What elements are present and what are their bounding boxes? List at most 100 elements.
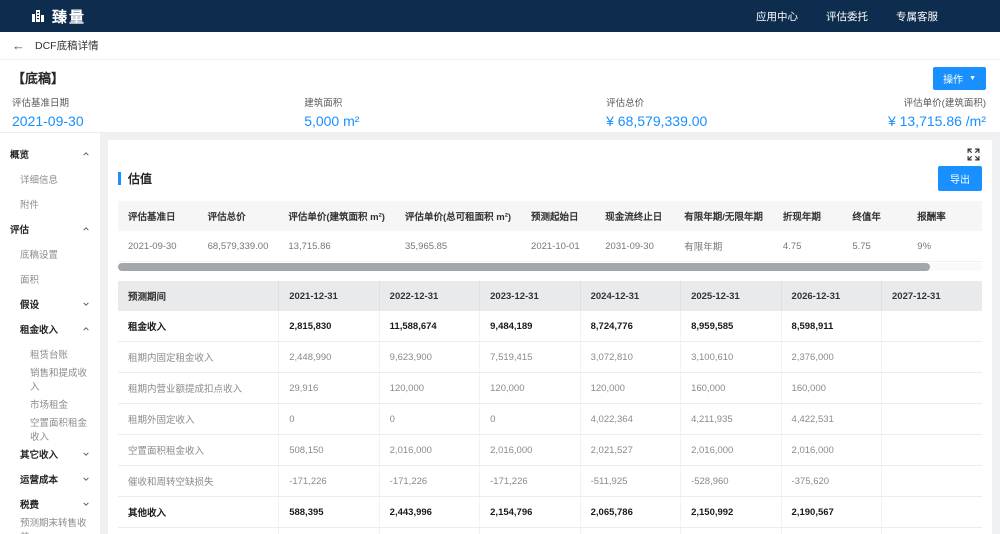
forecast-value-cell: 8,959,585: [680, 311, 782, 342]
sidebar-item-label: 详细信息: [20, 174, 59, 186]
forecast-row: 租期内营业额提成扣点收入 29,916 120,000 120,000 120,000 1…: [118, 372, 982, 404]
sidebar-item[interactable]: 租赁台账: [0, 341, 100, 366]
forecast-value-cell: -375,620: [780, 465, 882, 497]
sidebar-item[interactable]: 底稿设置: [0, 241, 100, 266]
forecast-row: 租期外固定收入 0 0 0 4,022,364 4,211,935 4,422,531: [118, 403, 982, 435]
body: 概览详细信息附件评估底稿设置面积 假设 租金收入 租赁台账 销售和提成收入 市场租金 空置面…: [0, 133, 1000, 534]
chevron-down-icon: [82, 500, 90, 508]
forecast-value-cell: -511,925: [579, 465, 681, 497]
sidebar-item[interactable]: 概览: [0, 141, 100, 166]
sidebar-item[interactable]: 假设: [0, 291, 100, 316]
forecast-row: Op Income2273,0001,116,9001,139,2381,165…: [118, 527, 982, 534]
forecast-value-cell: 9,484,189: [479, 311, 581, 342]
sidebar-item[interactable]: 其它收入: [0, 441, 100, 466]
forecast-value-cell: [881, 403, 982, 435]
sidebar: 概览详细信息附件评估底稿设置面积 假设 租金收入 租赁台账 销售和提成收入 市场租金 空置面…: [0, 133, 100, 534]
sidebar-item[interactable]: 空置面积租金收入: [0, 416, 100, 443]
metric-value: 5,000 m²: [304, 113, 360, 129]
page-title: DCF底稿详情: [35, 40, 99, 52]
sidebar-item[interactable]: 评估: [0, 216, 100, 241]
forecast-row-label: Op Income2: [118, 527, 279, 534]
sidebar-item[interactable]: 税费: [0, 491, 100, 516]
summary-header-cell: 评估基准日: [118, 201, 198, 231]
summary-data-cell: 35,965.85: [394, 231, 522, 262]
summary-header-row: 评估基准日 评估总价 评估单价(建筑面积 m²) 评估单价(总可租面积 m²) 预测起始…: [118, 201, 982, 231]
sidebar-item-label: 预测期末转售收益: [20, 517, 87, 534]
sidebar-item-label: 底稿设置: [20, 249, 59, 261]
forecast-value-cell: 2,065,786: [579, 496, 681, 528]
nav-item-valuation-orders[interactable]: 评估委托: [826, 10, 868, 23]
sidebar-item[interactable]: 附件: [0, 191, 100, 216]
caret-down-icon: ▼: [969, 75, 976, 82]
forecast-corner-cell: 预测期间: [118, 281, 279, 311]
forecast-period-cell: 2024-12-31: [579, 281, 681, 311]
metric-value: ¥ 13,715.86 /m²: [887, 113, 986, 129]
forecast-value-cell: [881, 527, 982, 534]
cashflow-forecast-table: 预测期间 2021-12-31 2022-12-31 2023-12-31 2024-1…: [118, 281, 982, 534]
sidebar-item[interactable]: 市场租金: [0, 391, 100, 416]
summary-header-cell: 预测起始日: [521, 201, 596, 231]
metric-label: 评估单价(建筑面积): [903, 98, 986, 109]
summary-header-cell: 报酬率: [907, 201, 975, 231]
forecast-period-cell: 2026-12-31: [780, 281, 882, 311]
forecast-value-cell: 588,395: [278, 496, 380, 528]
forecast-row-label: 租期内营业额提成扣点收入: [118, 372, 279, 404]
forecast-value-cell: 1,139,238: [479, 527, 581, 534]
forecast-value-cell: -171,226: [278, 465, 380, 497]
scrollbar-thumb[interactable]: [118, 263, 931, 271]
forecast-value-cell: 120,000: [579, 372, 681, 404]
sidebar-item-label: 销售和提成收入: [30, 367, 88, 393]
action-button[interactable]: 操作 ▼: [933, 67, 986, 90]
forecast-value-cell: 120,000: [479, 372, 581, 404]
forecast-row-label: 租期外固定收入: [118, 403, 279, 435]
nav-item-support[interactable]: 专属客服: [896, 10, 938, 23]
nav-item-app-center[interactable]: 应用中心: [756, 10, 798, 23]
metric-value: ¥ 68,579,339.00: [606, 113, 708, 129]
export-button[interactable]: 导出: [938, 166, 982, 191]
topnav-items: 应用中心 评估委托 专属客服: [756, 9, 938, 24]
forecast-value-cell: 120,000: [378, 372, 480, 404]
forecast-value-cell: 2,016,000: [780, 434, 882, 466]
sidebar-item-label: 概览: [10, 149, 30, 161]
metric-valuation-date: 评估基准日期 2021-09-30: [12, 95, 304, 129]
sidebar-item[interactable]: 详细信息: [0, 166, 100, 191]
forecast-value-cell: 2,190,567: [780, 496, 882, 528]
forecast-value-cell: 2,021,527: [579, 434, 681, 466]
brand[interactable]: 臻量: [30, 6, 86, 27]
forecast-value-cell: [881, 496, 982, 528]
forecast-row-label: 催收和周转空缺损失: [118, 465, 279, 497]
forecast-value-cell: 8,724,776: [579, 311, 681, 342]
forecast-value-cell: 0: [378, 403, 480, 435]
forecast-value-cell: 2,016,000: [479, 434, 581, 466]
metric-label: 评估总价: [606, 98, 645, 109]
horizontal-scrollbar[interactable]: [118, 263, 982, 271]
forecast-value-cell: -171,226: [378, 465, 480, 497]
sidebar-item[interactable]: 面积: [0, 266, 100, 291]
summary-header-cell: 评估单价(总可租面积 m²): [394, 201, 522, 231]
summary-data-cell: 有限年期: [674, 231, 773, 262]
chevron-down-icon: [82, 300, 90, 308]
summary-data-cell: 2021-10-01: [521, 231, 596, 262]
forecast-value-cell: 9,623,900: [378, 341, 480, 373]
sidebar-item[interactable]: 运营成本: [0, 466, 100, 491]
action-button-label: 操作: [943, 75, 964, 86]
sidebar-item-label: 附件: [20, 199, 40, 211]
forecast-value-cell: 273,000: [278, 527, 380, 534]
forecast-period-cell: 2023-12-31: [479, 281, 581, 311]
forecast-value-cell: 160,000: [780, 372, 882, 404]
sidebar-item[interactable]: 租金收入: [0, 316, 100, 341]
fullscreen-expand-icon[interactable]: [967, 148, 980, 166]
forecast-row-label: 租期内固定租金收入: [118, 341, 279, 373]
section-accent-bar: [118, 172, 121, 185]
summary-data-cell: 13,715.86: [278, 231, 395, 262]
back-arrow-icon[interactable]: ←: [12, 38, 25, 53]
forecast-value-cell: 2,150,992: [680, 496, 782, 528]
forecast-value-cell: 1,116,900: [378, 527, 480, 534]
forecast-value-cell: 7,519,415: [479, 341, 581, 373]
sidebar-item[interactable]: 预测期末转售收益: [0, 516, 100, 534]
forecast-value-cell: 29,916: [278, 372, 380, 404]
sidebar-item[interactable]: 销售和提成收入: [0, 366, 100, 393]
forecast-row-label: 空置面积租金收入: [118, 434, 279, 466]
forecast-row: 租期内固定租金收入 2,448,990 9,623,900 7,519,415 3,07…: [118, 341, 982, 373]
